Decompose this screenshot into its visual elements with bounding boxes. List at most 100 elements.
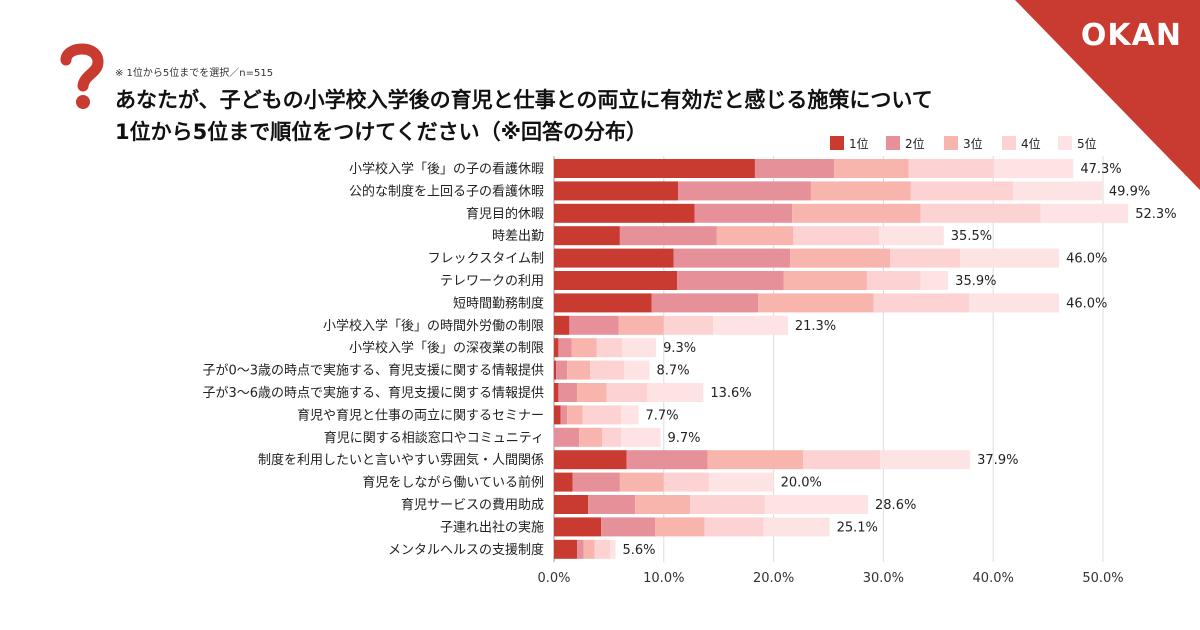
category-label: 育児に関する相談窓口やコミュニティ bbox=[324, 430, 544, 446]
bar-segment-rank-5 bbox=[969, 293, 1060, 313]
bar-segment-rank-4 bbox=[908, 159, 995, 178]
title-line-2: 1位から5位まで順位をつけてください（※回答の分布） bbox=[115, 120, 648, 144]
total-label: 13.6% bbox=[710, 386, 751, 401]
bar-segment-rank-5 bbox=[609, 539, 616, 559]
bar-segment-rank-4 bbox=[606, 383, 648, 402]
category-label: 子が0～3歳の時点で実施する、育児支援に関する情報提供 bbox=[202, 363, 544, 379]
bar-segment-rank-5 bbox=[960, 248, 1060, 268]
category-label: 子が3～6歳の時点で実施する、育児支援に関する情報提供 bbox=[202, 385, 544, 401]
x-tick-label: 10.0% bbox=[643, 571, 684, 586]
bar-segment-rank-4 bbox=[582, 405, 621, 425]
bar-segment-rank-4 bbox=[594, 539, 610, 559]
total-label: 47.3% bbox=[1080, 162, 1121, 177]
category-label: テレワークの利用 bbox=[440, 274, 544, 289]
bar-segment-rank-1 bbox=[554, 338, 559, 358]
legend-swatch bbox=[830, 136, 844, 150]
bar-segment-rank-1 bbox=[554, 248, 674, 268]
bar-segment-rank-1 bbox=[554, 450, 627, 470]
bar-segment-rank-2 bbox=[651, 293, 759, 313]
page-title: あなたが、子どもの小学校入学後の育児と仕事との両立に有効だと感じる施策について … bbox=[115, 84, 933, 148]
x-tick-label: 30.0% bbox=[863, 571, 904, 586]
bar-segment-rank-5 bbox=[624, 360, 650, 380]
bar-segment-rank-2 bbox=[558, 338, 572, 358]
bar-segment-rank-2 bbox=[626, 450, 708, 470]
legend-label: 4位 bbox=[1021, 136, 1041, 151]
total-label: 21.3% bbox=[795, 319, 836, 334]
category-label: 小学校入学「後」の時間外労働の制限 bbox=[323, 318, 544, 334]
bar-segment-rank-2 bbox=[554, 427, 580, 447]
bar-segment-rank-4 bbox=[803, 450, 881, 470]
bar-segment-rank-3 bbox=[635, 495, 691, 514]
bar-segment-rank-2 bbox=[588, 495, 636, 514]
bar-segment-rank-4 bbox=[663, 472, 709, 492]
bar-segment-rank-5 bbox=[708, 472, 774, 492]
bar-segment-rank-3 bbox=[655, 517, 705, 537]
total-label: 46.0% bbox=[1066, 252, 1107, 267]
bar-segment-rank-3 bbox=[618, 315, 664, 335]
bar-segment-rank-2 bbox=[678, 181, 811, 201]
total-label: 46.0% bbox=[1066, 296, 1107, 311]
bar-segment-rank-3 bbox=[790, 248, 890, 268]
bar-segment-rank-1 bbox=[554, 226, 620, 246]
bar-segment-rank-1 bbox=[554, 203, 695, 223]
bar-segment-rank-4 bbox=[910, 181, 1013, 201]
bar-segment-rank-2 bbox=[558, 383, 578, 402]
bar-segment-rank-2 bbox=[572, 472, 620, 492]
category-label: 時差出勤 bbox=[492, 229, 544, 244]
bar-segment-rank-1 bbox=[554, 159, 755, 178]
legend-swatch bbox=[1002, 136, 1016, 150]
category-label: 小学校入学「後」の深夜業の制限 bbox=[349, 340, 544, 356]
total-label: 28.6% bbox=[875, 498, 916, 513]
bar-segment-rank-1 bbox=[554, 383, 559, 402]
bar-segment-rank-3 bbox=[833, 159, 909, 178]
total-label: 37.9% bbox=[977, 453, 1018, 468]
total-label: 52.3% bbox=[1135, 207, 1176, 222]
category-label: 子連れ出社の実施 bbox=[440, 519, 544, 535]
bar-segment-rank-2 bbox=[619, 226, 717, 246]
category-label: 制度を利用したいと言いやすい雰囲気・人間関係 bbox=[258, 452, 544, 468]
question-mark-icon bbox=[60, 43, 104, 109]
bar-segment-rank-1 bbox=[554, 539, 578, 559]
bar-segment-rank-2 bbox=[601, 517, 656, 537]
bar-segment-rank-5 bbox=[620, 427, 661, 447]
bar-segment-rank-4 bbox=[920, 203, 1041, 223]
total-label: 20.0% bbox=[781, 476, 822, 491]
bar-segment-rank-3 bbox=[579, 427, 603, 447]
bar-segment-rank-4 bbox=[602, 427, 621, 447]
bar-segment-rank-1 bbox=[554, 405, 561, 425]
bar-segment-rank-5 bbox=[880, 450, 971, 470]
bar-segment-rank-3 bbox=[707, 450, 804, 470]
total-label: 25.1% bbox=[837, 520, 878, 535]
legend-swatch bbox=[944, 136, 958, 150]
total-label: 35.9% bbox=[955, 274, 996, 289]
x-tick-label: 0.0% bbox=[537, 571, 570, 586]
bar-segment-rank-3 bbox=[810, 181, 911, 201]
category-label: 育児目的休暇 bbox=[466, 206, 544, 222]
bar-segment-rank-5 bbox=[994, 159, 1074, 178]
bar-segment-rank-5 bbox=[713, 315, 788, 335]
legend-label: 2位 bbox=[905, 136, 925, 151]
legend-swatch bbox=[886, 136, 900, 150]
x-tick-label: 20.0% bbox=[753, 571, 794, 586]
category-label: フレックスタイム制 bbox=[428, 252, 544, 267]
bar-segment-rank-5 bbox=[879, 226, 944, 246]
bar-segment-rank-5 bbox=[1040, 203, 1129, 223]
bar-segment-rank-1 bbox=[554, 517, 602, 537]
bar-segment-rank-1 bbox=[554, 293, 652, 313]
total-label: 9.7% bbox=[668, 431, 701, 446]
bar-segment-rank-1 bbox=[554, 472, 573, 492]
bar-segment-rank-5 bbox=[764, 495, 869, 514]
bar-segment-rank-3 bbox=[758, 293, 874, 313]
bar-segment-rank-4 bbox=[590, 360, 625, 380]
legend-label: 3位 bbox=[963, 136, 983, 151]
bar-segment-rank-4 bbox=[690, 495, 765, 514]
bar-segment-rank-5 bbox=[647, 383, 704, 402]
bar-segment-rank-2 bbox=[577, 539, 584, 559]
okan-logo: OKAN bbox=[1080, 18, 1182, 53]
bar-segment-rank-2 bbox=[673, 248, 791, 268]
category-label: メンタルヘルスの支援制度 bbox=[388, 542, 544, 558]
bar-segment-rank-5 bbox=[763, 517, 830, 537]
category-label: 育児サービスの費用助成 bbox=[401, 497, 544, 513]
bar-segment-rank-2 bbox=[569, 315, 619, 335]
